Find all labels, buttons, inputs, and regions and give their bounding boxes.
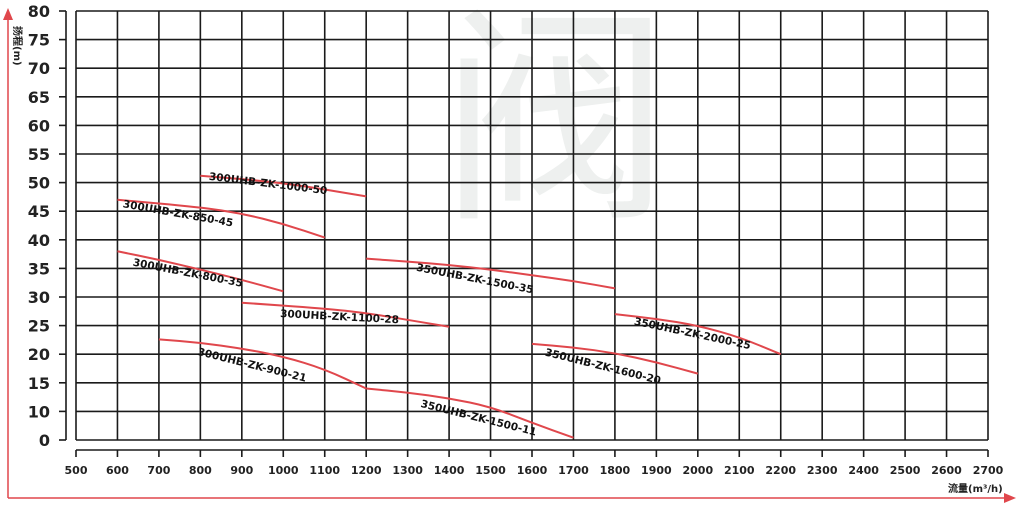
x-tick-label: 1400 bbox=[434, 464, 465, 477]
y-tick-label: 65 bbox=[28, 88, 50, 107]
curve-label: 300UHB-ZK-1000-50 bbox=[208, 171, 328, 197]
y-tick-label: 15 bbox=[28, 374, 50, 393]
right-arrow-icon bbox=[1004, 493, 1016, 503]
pump-curve bbox=[366, 257, 616, 290]
x-tick-label: 2600 bbox=[931, 464, 962, 477]
pump-curve bbox=[614, 313, 782, 356]
y-tick-label: 75 bbox=[28, 31, 50, 50]
y-tick-label: 60 bbox=[28, 116, 50, 135]
x-axis-title: 流量(m³/h) bbox=[948, 482, 1003, 495]
x-tick-label: 700 bbox=[147, 464, 170, 477]
x-tick-label: 600 bbox=[106, 464, 129, 477]
curve-label: 300UHB-ZK-800-35 bbox=[132, 257, 244, 290]
y-axis-title: 扬程(m) bbox=[11, 26, 24, 66]
x-tick-label: 1800 bbox=[600, 464, 631, 477]
pump-curves bbox=[117, 174, 782, 439]
y-tick-label: 10 bbox=[28, 402, 50, 421]
y-tick-label: 35 bbox=[28, 259, 50, 278]
pump-curve bbox=[241, 301, 450, 328]
watermark-text: 阀 bbox=[440, 0, 670, 255]
curve-label: 350UHB-ZK-1600-20 bbox=[544, 347, 662, 387]
y-tick-label: 55 bbox=[28, 145, 50, 164]
y-tick-label: 0 bbox=[39, 431, 50, 450]
y-tick-label: 50 bbox=[28, 174, 50, 193]
up-arrow-icon bbox=[3, 8, 13, 20]
x-tick-label: 1700 bbox=[558, 464, 589, 477]
x-tick-label: 1000 bbox=[268, 464, 299, 477]
y-axis-ticks: 80 75 70 65 60 55 50 45 40 35 30 25 20 15 10 0 bbox=[28, 2, 67, 450]
x-tick-label: 1200 bbox=[351, 464, 382, 477]
pump-curve bbox=[200, 174, 367, 198]
y-tick-label: 20 bbox=[28, 345, 50, 364]
pump-curve bbox=[531, 342, 699, 375]
y-tick-label: 45 bbox=[28, 202, 50, 221]
x-tick-label: 500 bbox=[65, 464, 88, 477]
x-tick-label: 900 bbox=[230, 464, 253, 477]
pump-curve bbox=[366, 387, 574, 439]
x-tick-label: 1900 bbox=[641, 464, 672, 477]
pump-curve bbox=[117, 198, 326, 239]
grid-lines bbox=[75, 10, 989, 441]
x-tick-label: 800 bbox=[189, 464, 212, 477]
x-tick-label: 2700 bbox=[973, 464, 1004, 477]
x-tick-label: 1500 bbox=[475, 464, 506, 477]
pump-curve bbox=[158, 338, 367, 390]
x-tick-label: 2500 bbox=[890, 464, 921, 477]
x-tick-label: 1300 bbox=[392, 464, 423, 477]
y-tick-label: 30 bbox=[28, 288, 50, 307]
curve-label: 300UHB-ZK-850-45 bbox=[122, 198, 234, 229]
x-tick-label: 2000 bbox=[683, 464, 714, 477]
pump-curve bbox=[117, 250, 284, 293]
x-tick-label: 1100 bbox=[309, 464, 340, 477]
x-tick-label: 2100 bbox=[724, 464, 755, 477]
x-tick-label: 2300 bbox=[807, 464, 838, 477]
curve-label: 350UHB-ZK-2000-25 bbox=[633, 316, 752, 352]
y-tick-label: 70 bbox=[28, 59, 50, 78]
axis-arrows bbox=[3, 8, 1016, 503]
y-tick-label: 40 bbox=[28, 231, 50, 250]
y-tick-label: 80 bbox=[28, 2, 50, 21]
curve-label: 300UHB-ZK-900-21 bbox=[196, 346, 307, 385]
curve-label: 300UHB-ZK-1100-28 bbox=[280, 308, 399, 326]
x-tick-label: 2400 bbox=[848, 464, 879, 477]
x-axis-ticks: 500 600 700 800 900 1000 1100 1200 1300 1400 1500 1… bbox=[65, 449, 1004, 477]
x-tick-label: 2200 bbox=[765, 464, 796, 477]
x-tick-label: 1600 bbox=[517, 464, 548, 477]
y-tick-label: 25 bbox=[28, 317, 50, 336]
